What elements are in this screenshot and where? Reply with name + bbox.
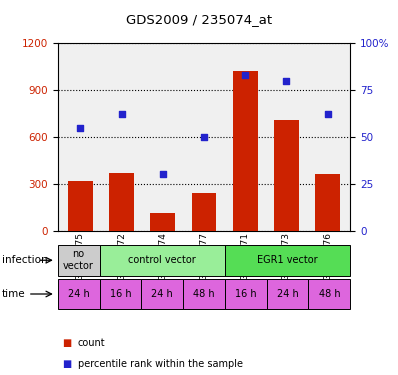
- Bar: [233, 71, 258, 231]
- Bar: [68, 181, 93, 231]
- Bar: [150, 213, 175, 231]
- Text: GDS2009 / 235074_at: GDS2009 / 235074_at: [126, 13, 272, 26]
- Point: [160, 171, 166, 177]
- Text: EGR1 vector: EGR1 vector: [257, 255, 318, 265]
- Point: [201, 134, 207, 140]
- Point: [118, 111, 125, 117]
- Text: 48 h: 48 h: [193, 289, 215, 299]
- Text: 24 h: 24 h: [151, 289, 173, 299]
- Text: control vector: control vector: [128, 255, 196, 265]
- Text: no
vector: no vector: [63, 249, 94, 271]
- Point: [77, 124, 84, 130]
- Text: infection: infection: [2, 255, 48, 265]
- Text: 16 h: 16 h: [235, 289, 257, 299]
- Text: 24 h: 24 h: [68, 289, 90, 299]
- Bar: [191, 193, 217, 231]
- Text: ■: ■: [62, 338, 71, 348]
- Text: percentile rank within the sample: percentile rank within the sample: [78, 359, 243, 369]
- Point: [324, 111, 331, 117]
- Text: ■: ■: [62, 359, 71, 369]
- Text: 24 h: 24 h: [277, 289, 298, 299]
- Text: 48 h: 48 h: [318, 289, 340, 299]
- Text: time: time: [2, 289, 25, 299]
- Text: count: count: [78, 338, 105, 348]
- Text: 16 h: 16 h: [109, 289, 131, 299]
- Bar: [109, 173, 134, 231]
- Point: [283, 78, 290, 84]
- Bar: [315, 174, 340, 231]
- Point: [242, 72, 248, 78]
- Bar: [274, 120, 299, 231]
